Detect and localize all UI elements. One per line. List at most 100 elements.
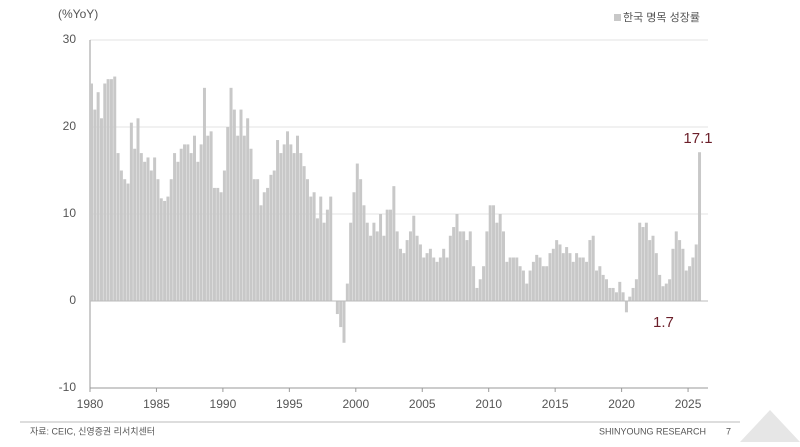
bar [372, 222, 376, 301]
bar [176, 161, 180, 301]
bar [445, 257, 449, 301]
bar [601, 274, 605, 301]
bar [468, 231, 472, 301]
bar [375, 231, 379, 301]
bar [561, 253, 565, 301]
legend-swatch [614, 14, 621, 21]
bar [249, 148, 253, 301]
bar [654, 253, 658, 301]
x-tick-label: 1990 [210, 397, 237, 411]
y-tick-label: 0 [69, 293, 76, 307]
y-unit: (%YoY) [58, 7, 98, 21]
bar [319, 196, 323, 301]
bar [286, 131, 290, 301]
bar [226, 127, 230, 301]
bar [671, 248, 675, 301]
x-tick-label: 2025 [675, 397, 702, 411]
bar [631, 287, 635, 301]
bar [146, 157, 150, 301]
x-tick-label: 2015 [542, 397, 569, 411]
decoration [740, 410, 800, 442]
bar [422, 257, 426, 301]
bar [565, 247, 569, 301]
bar [329, 196, 333, 301]
bar [698, 152, 702, 301]
bar [435, 261, 439, 301]
bar [448, 235, 452, 301]
bar [322, 222, 326, 301]
bar [202, 87, 206, 301]
bar [96, 92, 100, 301]
bar [545, 266, 549, 301]
bar [292, 153, 296, 301]
bar [93, 109, 97, 301]
bar [266, 187, 270, 301]
bar [538, 257, 542, 301]
bar [179, 148, 183, 301]
bar [681, 248, 685, 301]
bar [575, 253, 579, 301]
bar [618, 281, 622, 301]
bar [412, 215, 416, 301]
bar [535, 254, 539, 301]
bar [139, 153, 143, 301]
bar [634, 279, 638, 301]
bar [189, 153, 193, 301]
bar [508, 257, 512, 301]
bar [99, 118, 103, 301]
bar [209, 131, 213, 301]
bar [219, 192, 223, 301]
bar [335, 301, 339, 315]
bar [432, 257, 436, 301]
bar [305, 179, 309, 301]
bar [455, 214, 459, 301]
bar [246, 118, 250, 301]
bar [608, 287, 612, 301]
bar [641, 227, 645, 301]
bar [272, 170, 276, 301]
bar [325, 209, 329, 301]
bar [279, 153, 283, 301]
bar [315, 218, 319, 301]
bar [558, 244, 562, 301]
bar [365, 222, 369, 301]
bar [103, 83, 107, 301]
bar [259, 205, 263, 301]
bar [282, 144, 286, 301]
bar [242, 135, 246, 301]
bar [605, 279, 608, 301]
bar [212, 187, 216, 301]
bar [465, 240, 469, 301]
bar [252, 179, 256, 301]
bar [425, 253, 429, 301]
bar [299, 153, 303, 301]
bar [488, 205, 492, 301]
bar [581, 257, 585, 301]
annotation: 17.1 [683, 130, 712, 147]
y-tick-label: 20 [63, 119, 77, 133]
bar [691, 257, 695, 301]
bar [452, 227, 456, 301]
bar [296, 135, 299, 301]
bar [342, 301, 346, 343]
bar [482, 266, 486, 301]
bar [568, 253, 572, 301]
bar [362, 205, 366, 301]
bar [515, 257, 519, 301]
bar [269, 174, 273, 301]
bar [232, 109, 236, 301]
bar [113, 76, 117, 301]
x-tick-label: 2005 [409, 397, 436, 411]
bar [595, 270, 599, 301]
y-tick-label: -10 [59, 380, 77, 394]
footer-brand: SHINYOUNG RESEARCH [599, 426, 706, 436]
bar [462, 231, 466, 301]
bar [186, 144, 190, 301]
bar [674, 231, 678, 301]
bar [415, 235, 419, 301]
bar [498, 214, 502, 301]
bar [684, 270, 688, 301]
bar [531, 261, 535, 301]
bar [133, 148, 137, 301]
bar [116, 153, 120, 301]
